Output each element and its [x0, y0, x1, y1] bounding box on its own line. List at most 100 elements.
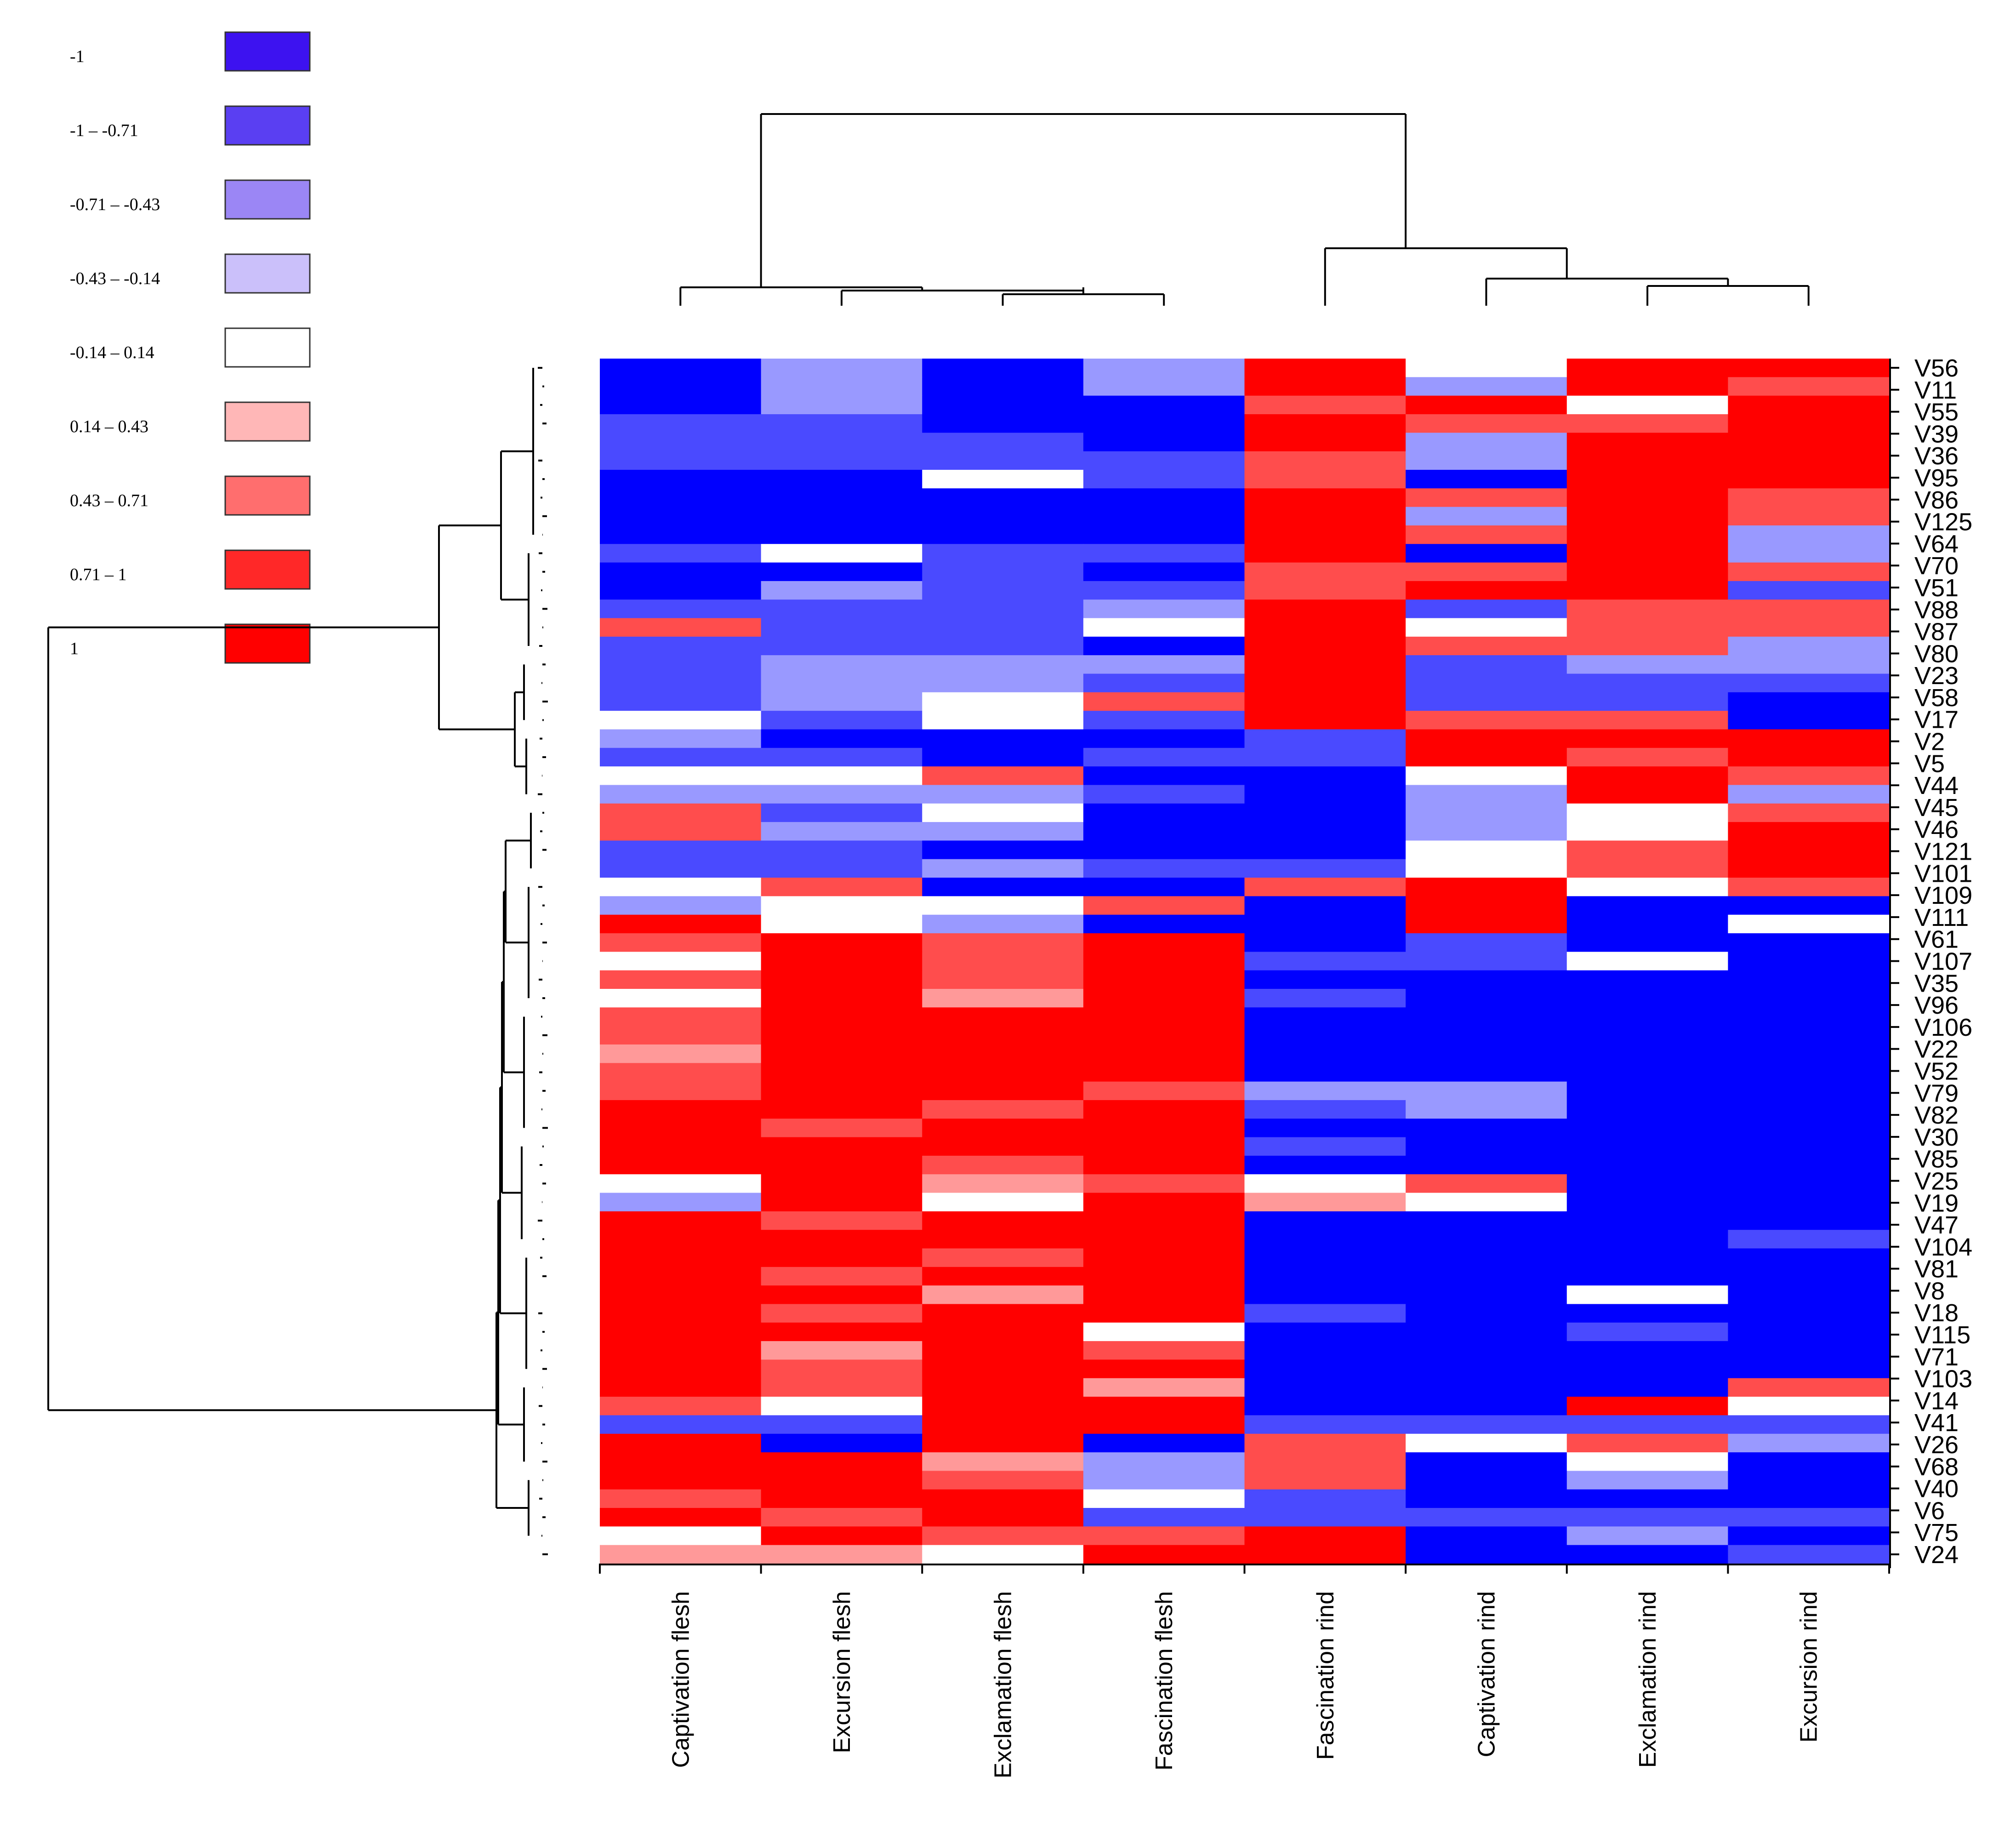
heatmap-cell: [1406, 1211, 1567, 1230]
heatmap-cell: [1244, 1119, 1406, 1138]
heatmap-cell: [1406, 488, 1567, 508]
heatmap-cell: [761, 933, 923, 952]
heatmap-cell: [1083, 1322, 1245, 1341]
heatmap-cell: [600, 1415, 762, 1434]
heatmap-cell: [1244, 359, 1406, 377]
row-tick-label: V115: [1914, 1321, 1970, 1349]
heatmap-cell: [761, 395, 923, 415]
heatmap-cell: [1244, 377, 1406, 396]
heatmap-cell: [1406, 1433, 1567, 1453]
heatmap-cell: [922, 1081, 1084, 1101]
heatmap-cell: [922, 1155, 1084, 1175]
heatmap-cell: [1083, 1174, 1245, 1193]
heatmap-cell: [1566, 692, 1728, 711]
column-labels: Captivation flesh Excursion flesh Exclamat…: [667, 1591, 1822, 1779]
heatmap-cell: [761, 1304, 923, 1323]
heatmap-cell: [1244, 1155, 1406, 1175]
heatmap-cell: [761, 1007, 923, 1027]
heatmap-cell: [1728, 1452, 1890, 1471]
row-tick-label: V45: [1914, 794, 1959, 822]
heatmap-cell: [1566, 1174, 1728, 1193]
heatmap-cell: [922, 1359, 1084, 1379]
heatmap-cell: [922, 1508, 1084, 1527]
heatmap-cell: [1728, 914, 1890, 934]
heatmap-cell: [761, 840, 923, 860]
heatmap-cell: [1406, 803, 1567, 822]
heatmap-cell: [1083, 840, 1245, 860]
heatmap-cell: [1566, 840, 1728, 860]
heatmap-cell: [600, 674, 762, 693]
heatmap-cell: [1566, 878, 1728, 896]
legend-swatch: [224, 549, 311, 590]
heatmap-cell: [761, 377, 923, 396]
legend-label: -0.43 – -0.14: [70, 269, 160, 288]
heatmap-cell: [1083, 636, 1245, 656]
heatmap-cell: [1244, 599, 1406, 619]
heatmap-cell: [1728, 1211, 1890, 1230]
heatmap-cell: [1406, 822, 1567, 841]
heatmap-cell: [1566, 414, 1728, 433]
heatmap-cell: [1566, 1415, 1728, 1434]
row-tick-label: V36: [1914, 442, 1959, 470]
heatmap-cell: [600, 507, 762, 526]
heatmap-cell: [1244, 433, 1406, 452]
heatmap-cell: [761, 1044, 923, 1063]
heatmap-cell: [1083, 1545, 1245, 1564]
heatmap-cell: [1728, 748, 1890, 767]
heatmap-cell: [600, 599, 762, 619]
heatmap-cell: [922, 359, 1084, 377]
heatmap-cell: [600, 1155, 762, 1175]
heatmap-cell: [600, 952, 762, 971]
heatmap-cell: [600, 1359, 762, 1379]
heatmap-cell: [1566, 711, 1728, 730]
heatmap-cell: [922, 1322, 1084, 1341]
heatmap-cell: [761, 507, 923, 526]
heatmap-cell: [1244, 952, 1406, 971]
heatmap-cell: [1244, 803, 1406, 822]
heatmap-cell: [1566, 359, 1728, 377]
row-tick-label: V81: [1914, 1256, 1959, 1283]
heatmap-cell: [922, 1471, 1084, 1490]
heatmap-cell: [600, 711, 762, 730]
heatmap-cell: [1083, 896, 1245, 915]
heatmap-cell: [761, 451, 923, 470]
heatmap-cell: [600, 1433, 762, 1453]
legend-swatch: [224, 401, 311, 442]
heatmap-cell: [1083, 488, 1245, 508]
heatmap-cell: [1566, 618, 1728, 637]
heatmap-cell: [1728, 729, 1890, 748]
heatmap-cell: [1083, 711, 1245, 730]
heatmap-cell: [1083, 729, 1245, 748]
heatmap-cell: [761, 581, 923, 600]
heatmap-cell: [761, 544, 923, 563]
heatmap-cell: [1566, 1341, 1728, 1360]
heatmap-cell: [1083, 1397, 1245, 1416]
heatmap-cell: [761, 878, 923, 896]
heatmap-cell: [600, 1526, 762, 1546]
heatmap-cell: [922, 674, 1084, 693]
heatmap-cell: [922, 859, 1084, 878]
heatmap-cell: [1406, 711, 1567, 730]
heatmap-cell: [1406, 599, 1567, 619]
heatmap-cell: [922, 1248, 1084, 1267]
heatmap-cell: [1083, 414, 1245, 433]
heatmap-cell: [1728, 970, 1890, 989]
heatmap-cell: [761, 1081, 923, 1101]
heatmap-cell: [1083, 785, 1245, 804]
heatmap-cell: [1406, 859, 1567, 878]
heatmap-cell: [922, 1397, 1084, 1416]
heatmap-cell: [1406, 1322, 1567, 1341]
row-tick-label: V22: [1914, 1036, 1959, 1063]
row-tick-label: V58: [1914, 684, 1959, 712]
heatmap-cell: [761, 1267, 923, 1286]
legend-label: 0.14 – 0.43: [70, 417, 148, 436]
heatmap-cell: [761, 1026, 923, 1045]
heatmap-cell: [761, 1545, 923, 1564]
heatmap-cell: [1406, 729, 1567, 748]
heatmap-cell: [922, 414, 1084, 433]
heatmap-cell: [1566, 1026, 1728, 1045]
column-label: Excursion rind: [1796, 1591, 1822, 1742]
column-label: Captivation flesh: [667, 1591, 694, 1768]
heatmap-cell: [922, 729, 1084, 748]
heatmap-cell: [761, 748, 923, 767]
